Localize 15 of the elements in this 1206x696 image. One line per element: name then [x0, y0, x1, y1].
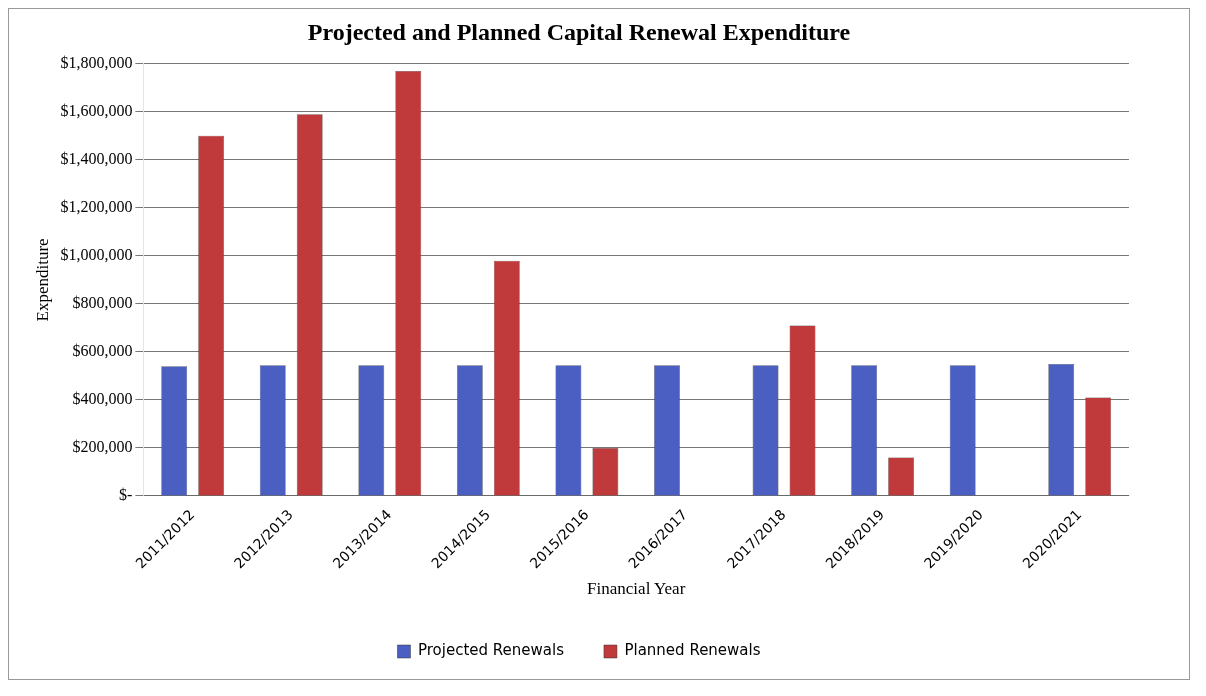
y-tick-label: $800,000: [72, 294, 133, 312]
x-axis-title: Financial Year: [587, 579, 686, 599]
y-tick-label: $-: [119, 486, 133, 504]
y-tick-label: $400,000: [72, 390, 133, 408]
y-tick-label: $1,600,000: [60, 102, 133, 120]
legend-label: Projected Renewals: [417, 641, 565, 660]
y-tick-label: $1,200,000: [60, 198, 133, 216]
y-tick-label: $1,400,000: [60, 150, 133, 168]
y-tick-label: $1,000,000: [60, 246, 133, 264]
legend-label: Planned Renewals: [624, 641, 761, 660]
y-tick-label: $200,000: [72, 438, 133, 456]
chart-title: Projected and Planned Capital Renewal Expenditure: [307, 18, 851, 45]
y-tick-label: $600,000: [72, 342, 133, 360]
y-axis-title: Expenditure: [32, 238, 52, 322]
y-tick-label: $1,800,000: [60, 54, 133, 71]
